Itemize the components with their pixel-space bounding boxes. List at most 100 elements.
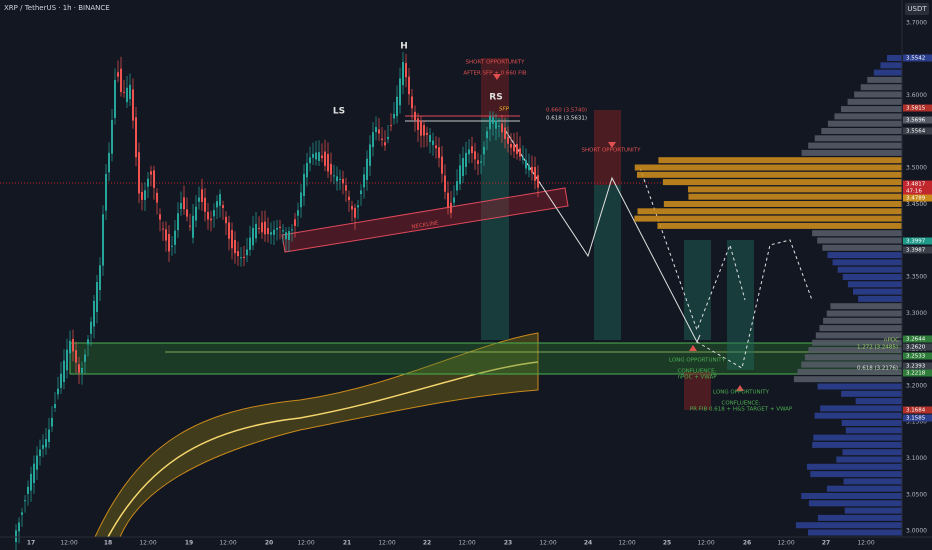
candle-body	[339, 178, 341, 180]
profile-bar	[830, 303, 902, 310]
currency-box[interactable]	[905, 3, 929, 15]
candle-body	[132, 89, 134, 121]
candle-body	[297, 210, 299, 216]
candle-body	[102, 214, 104, 266]
candle-body	[510, 143, 512, 148]
candle-body	[438, 147, 440, 158]
candle-body	[87, 339, 89, 345]
currency-label[interactable]: USDT	[907, 5, 927, 13]
profile-bar	[812, 441, 902, 448]
candle-body	[267, 227, 269, 235]
profile-bar	[808, 347, 902, 353]
candle-body	[405, 63, 407, 78]
candle-body	[366, 158, 368, 180]
candle-body	[423, 125, 425, 136]
time-tick-label: 18	[104, 540, 112, 547]
price-badge-label: 3.4817	[906, 182, 926, 188]
pattern-label: RS	[489, 93, 502, 103]
price-badge	[903, 352, 932, 360]
chart-drawings	[0, 58, 903, 538]
time-tick-label: 23	[504, 540, 512, 547]
price-badge-label: 3.5564	[906, 129, 926, 135]
candle-body	[378, 129, 380, 134]
candle-body	[513, 144, 515, 152]
annotation: LONG OPPORTUNITY	[669, 358, 726, 364]
candle-body	[156, 192, 158, 203]
position-box	[727, 240, 754, 370]
time-tick-label: 12:00	[539, 540, 556, 547]
candle-body	[315, 152, 317, 160]
time-tick-label: 20	[265, 540, 273, 547]
price-badge-label: 3.3997	[906, 239, 926, 245]
position-box	[684, 372, 711, 410]
price-badge-label: 3.2620	[906, 345, 926, 351]
candle-body	[522, 157, 524, 160]
candle-body	[534, 167, 536, 181]
candle-body	[303, 173, 305, 196]
price-badge-label: 3.2218	[906, 371, 926, 377]
candle-body	[381, 138, 383, 141]
candle-body	[417, 118, 419, 130]
candle-body	[75, 350, 77, 363]
candle-body	[96, 282, 98, 312]
price-tick-label: 3.1000	[906, 455, 927, 462]
candle-body	[81, 367, 83, 374]
profile-bar	[801, 149, 902, 156]
candle-body	[57, 388, 59, 395]
profile-bar	[841, 420, 902, 426]
fib-label: 0.618 (3.2176)	[857, 366, 898, 372]
candle-body	[129, 84, 131, 100]
time-tick-label: 12:00	[697, 540, 714, 547]
profile-bar	[814, 412, 902, 419]
price-tick-label: 3.5000	[906, 165, 927, 172]
candle-body	[516, 143, 518, 154]
profile-bar	[847, 98, 902, 105]
support-zone	[69, 342, 903, 375]
price-badge-label: 3.3987	[906, 248, 926, 254]
candle-body	[441, 156, 443, 174]
price-badge-label: 47:16	[906, 189, 922, 195]
profile-bar	[812, 230, 902, 237]
candle-body	[168, 234, 170, 252]
candle-body	[480, 161, 482, 163]
profile-bar	[634, 215, 902, 222]
profile-bar	[880, 62, 902, 69]
profile-bar	[867, 76, 902, 83]
candle-body	[363, 174, 365, 188]
candle-body	[234, 239, 236, 254]
candle-body	[21, 512, 23, 515]
candle-body	[60, 373, 62, 388]
candle-body	[447, 192, 449, 208]
candle-body	[327, 154, 329, 172]
time-tick-label: 12:00	[219, 540, 236, 547]
candle-body	[36, 455, 38, 470]
profile-bar	[797, 368, 902, 375]
candle-body	[123, 91, 125, 93]
price-badge-label: 3.1684	[906, 408, 926, 414]
price-badge-label: 3.5542	[906, 56, 925, 62]
price-tick-label: 3.0000	[906, 528, 927, 535]
candle-body	[306, 162, 308, 178]
projection	[504, 129, 701, 344]
candle-body	[387, 136, 389, 140]
profile-bar	[854, 91, 902, 98]
price-badge-label: 3.4789	[906, 196, 926, 202]
candle-body	[183, 197, 185, 210]
profile-bar	[808, 142, 902, 149]
profile-bar	[814, 135, 902, 142]
annotation: nPOC	[884, 338, 899, 344]
profile-bar	[841, 106, 902, 113]
candle-body	[519, 148, 521, 157]
time-tick-label: 12:00	[777, 540, 794, 547]
candle-body	[39, 449, 41, 456]
time-tick-label: 17	[27, 540, 35, 547]
profile-bar	[887, 55, 902, 61]
candle-body	[78, 364, 80, 373]
profile-bar	[637, 208, 902, 215]
symbol-title[interactable]: XRP / TetherUS · 1h · BINANCE	[4, 4, 110, 12]
candle-body	[369, 144, 371, 166]
candle-body	[372, 132, 374, 148]
price-badge	[903, 54, 932, 62]
candle-body	[411, 96, 413, 109]
candle-body	[525, 160, 527, 169]
